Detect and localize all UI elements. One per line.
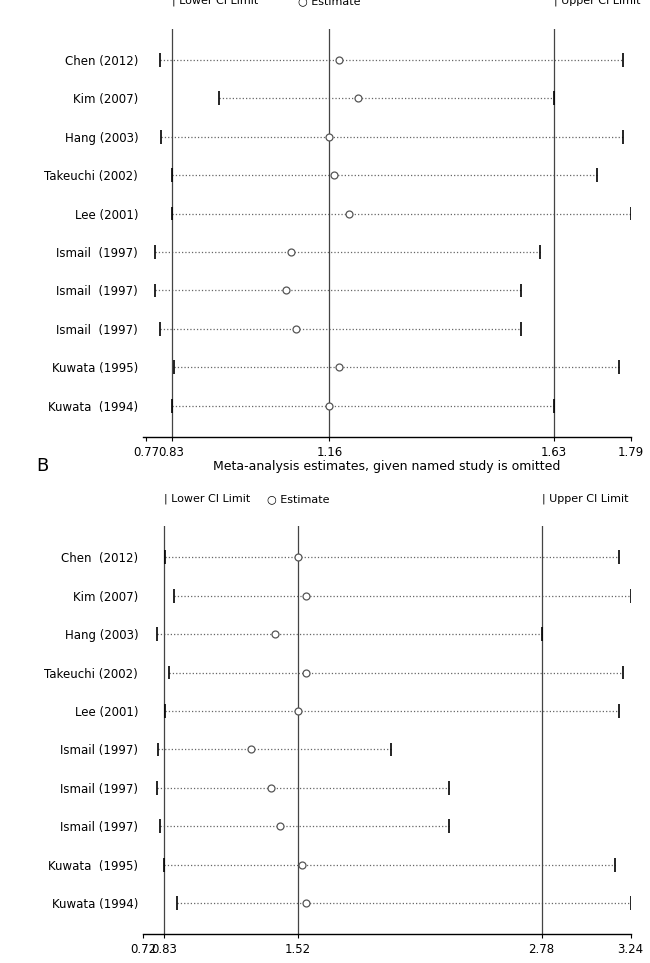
Text: ○ Estimate: ○ Estimate [266, 494, 329, 504]
Text: ○ Estimate: ○ Estimate [298, 0, 361, 7]
Text: | Lower CI Limit: | Lower CI Limit [172, 0, 258, 7]
Text: | Upper CI Limit: | Upper CI Limit [541, 493, 628, 504]
Text: B: B [36, 457, 48, 475]
Text: | Upper CI Limit: | Upper CI Limit [554, 0, 640, 7]
Text: | Lower CI Limit: | Lower CI Limit [164, 493, 250, 504]
Text: Meta-analysis estimates, given named study is omitted: Meta-analysis estimates, given named stu… [213, 460, 560, 474]
